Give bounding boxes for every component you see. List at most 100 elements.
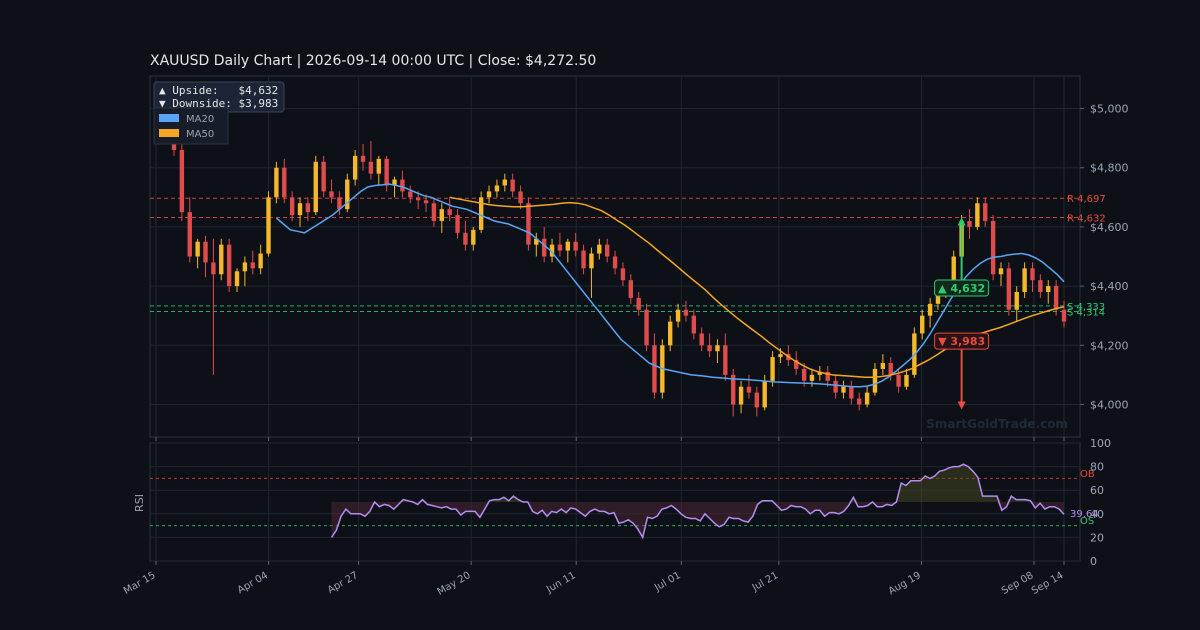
target-markers: ▲ 4,632 ▼ 3,983 (934, 217, 990, 410)
candle-body (699, 333, 704, 346)
candle-body (857, 398, 862, 405)
candle-body (242, 262, 248, 272)
candle-body (612, 256, 618, 269)
price-ytick-label: $4,400 (1090, 280, 1129, 293)
candle-body (329, 191, 334, 198)
candle-body (313, 161, 318, 213)
candle-body (187, 212, 192, 257)
price-ytick-label: $4,000 (1090, 398, 1129, 411)
candle-body (1061, 309, 1067, 322)
candle-body (471, 229, 476, 245)
rsi-panel: RSI OB OS 39.64 0 20 40 60 80 100 (133, 437, 1111, 568)
candle-body (927, 303, 933, 316)
candle-body (644, 309, 649, 346)
rsi-os-label: OS (1080, 516, 1094, 527)
candle-body (447, 209, 452, 216)
candle-body (305, 203, 311, 213)
candle-body (849, 386, 854, 399)
candle-body (683, 309, 689, 316)
ma20-line (275, 183, 1065, 388)
candle-body (746, 386, 752, 393)
candle-body (1038, 280, 1043, 293)
candle-body (864, 392, 870, 405)
candle-body (518, 191, 523, 204)
candle-body (423, 200, 429, 204)
candle-body (266, 197, 271, 254)
rsi-fill-below-50 (331, 502, 1064, 538)
candle-body (1022, 268, 1027, 293)
info-upside: ▲ Upside: $4,632 (159, 84, 278, 97)
candle-body (234, 271, 240, 287)
candle-body (250, 262, 255, 269)
chart-title: XAUUSD Daily Chart | 2026-09-14 00:00 UT… (150, 53, 596, 69)
candle-body (195, 241, 200, 257)
candle-body (337, 197, 342, 210)
candle-body (384, 158, 389, 186)
price-yticks: $4,000 $4,200 $4,400 $4,600 $4,800 $5,000 (1080, 103, 1129, 411)
candle-body (731, 374, 736, 405)
rsi-last-value: 39.64 (1070, 509, 1099, 520)
rsi-fill (331, 464, 1064, 538)
candle-body (801, 368, 807, 381)
candle-body (541, 238, 547, 257)
xtick-label: Aug 19 (887, 570, 923, 597)
xtick-label: Sep 08 (1000, 570, 1036, 597)
candle-body (668, 321, 673, 346)
candle-body (455, 215, 460, 233)
candle-body (376, 158, 381, 174)
rsi-ytick-label: 80 (1090, 461, 1104, 474)
candle-body (1014, 292, 1019, 310)
candle-body (778, 354, 783, 358)
level-label: S 4,314 (1067, 308, 1105, 319)
candle-body (896, 374, 901, 387)
price-ytick-label: $4,600 (1090, 221, 1129, 234)
candle-body (738, 386, 744, 405)
candle-body (1053, 286, 1059, 310)
downside-arrowhead (957, 401, 966, 410)
candle-body (715, 345, 720, 352)
candle-body (274, 167, 279, 198)
candle-body (589, 253, 594, 269)
downside-target-label: ▼ 3,983 (938, 335, 985, 348)
candle-body (352, 155, 358, 180)
candle-body (951, 256, 956, 287)
watermark: SmartGoldTrade.com (926, 417, 1068, 431)
rsi-ytick-label: 40 (1090, 508, 1104, 521)
candles (171, 120, 1067, 417)
candle-body (691, 315, 697, 334)
candle-body (975, 203, 980, 227)
price-ytick-label: $4,200 (1090, 339, 1129, 352)
xtick-label: Sep 14 (1030, 570, 1066, 597)
candle-body (400, 179, 405, 192)
candle-body (415, 197, 421, 201)
candle-body (534, 238, 539, 245)
candle-body (282, 167, 287, 198)
candle-body (707, 345, 712, 352)
candle-body (565, 241, 570, 251)
candle-body (817, 371, 823, 375)
candle-body (360, 155, 366, 162)
level-label: S 4,333 (1067, 302, 1105, 313)
candle-body (904, 374, 909, 387)
candle-body (675, 309, 681, 322)
rsi-ytick-label: 60 (1090, 484, 1104, 497)
downside-target-badge (934, 332, 990, 350)
candle-body (983, 203, 988, 221)
candle-body (573, 241, 578, 251)
info-downside: ▼ Downside: $3,983 (159, 97, 278, 110)
candle-body (1030, 268, 1035, 281)
price-ytick-label: $5,000 (1090, 103, 1129, 116)
candle-body (604, 244, 610, 257)
candle-body (841, 386, 846, 393)
candle-body (597, 244, 602, 254)
xtick-label: May 20 (435, 570, 472, 598)
candle-body (833, 380, 838, 393)
rsi-ob-label: OB (1080, 469, 1095, 480)
level-label: R 4,697 (1067, 194, 1106, 205)
level-label: R 4,632 (1067, 213, 1106, 224)
candle-body (998, 268, 1004, 275)
candle-body (297, 203, 303, 216)
candle-body (510, 179, 515, 192)
legend: MA20 MA50 (153, 107, 229, 145)
candle-body (345, 179, 350, 210)
